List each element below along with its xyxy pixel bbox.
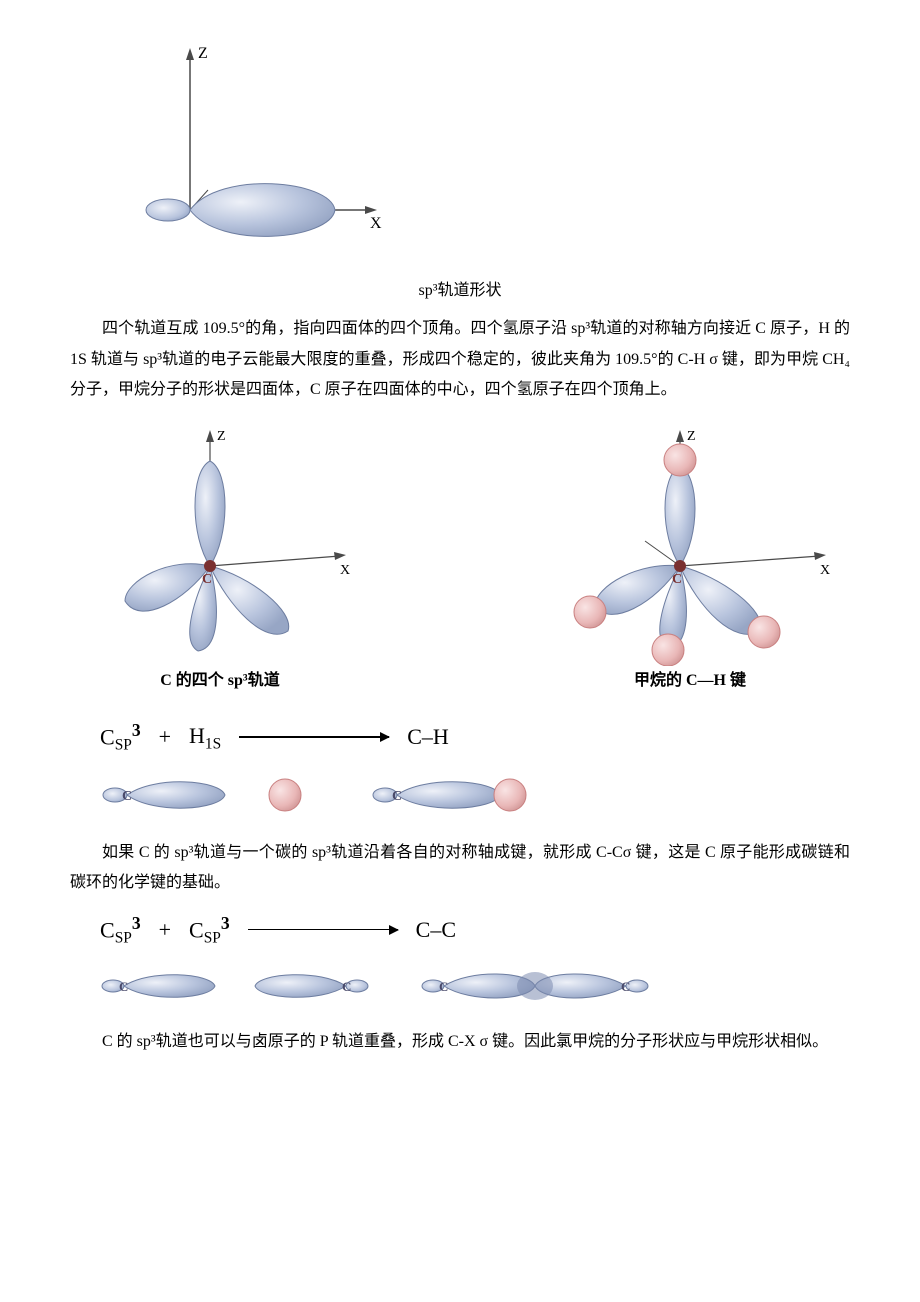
- eq1-lhs-a-sub: SP: [115, 737, 132, 754]
- axis-label-z-right: Z: [687, 429, 696, 444]
- eq2-lhs-a-sub: SP: [115, 929, 132, 946]
- eq2-orb-c1-icon: C: [100, 963, 220, 1009]
- eq2-rhs: C–C: [416, 909, 456, 951]
- eq2-orb-c2-icon: C: [250, 963, 370, 1009]
- eq1-rhs: C–H: [407, 716, 449, 758]
- eq2-orb-c2-label: C: [342, 979, 351, 994]
- eq1-arrow-icon: [239, 736, 389, 738]
- eq2-arrow-icon: [248, 929, 398, 931]
- axis-label-z: Z: [198, 45, 208, 62]
- atom-c-right: C: [672, 572, 682, 587]
- eq1-orb-c-icon: C: [100, 770, 230, 820]
- eq2-orbital-row: C C C C: [100, 963, 850, 1009]
- fig-sp3-single-svg: Z X: [70, 40, 390, 270]
- eq1-orb-h-icon: [260, 770, 310, 820]
- eq1-orbital-row: C C: [100, 770, 850, 820]
- eq2-lhs-b: C: [189, 917, 204, 942]
- fig-four-sp3-svg: Z X C: [70, 416, 370, 666]
- eq1-lhs-a: C: [100, 724, 115, 749]
- eq2-plus: +: [159, 909, 171, 951]
- equation-cc-line: CSP3 + CSP3 C–C: [100, 907, 850, 953]
- fig-four-sp3-caption: C 的四个 sp³轨道: [160, 666, 279, 696]
- equation-cc: CSP3 + CSP3 C–C C C C C: [100, 907, 850, 1009]
- fig-pair-row: Z X C C 的四个 sp³轨道 Z X: [70, 416, 850, 696]
- eq1-lhs-a-sup: 3: [132, 720, 141, 740]
- eq1-orb-ch-label: C: [392, 789, 402, 804]
- eq2-lhs-b-sub: SP: [204, 929, 221, 946]
- axis-label-x: X: [370, 215, 382, 232]
- fig-ch-bonds-caption: 甲烷的 C—H 键: [634, 666, 746, 696]
- eq2-orb-cc-label-r: C: [621, 979, 630, 994]
- axis-label-x-left: X: [340, 563, 350, 578]
- paragraph-3: C 的 sp³轨道也可以与卤原子的 P 轨道重叠，形成 C-X σ 键。因此氯甲…: [70, 1027, 850, 1057]
- eq1-lhs-b-sub: 1S: [205, 736, 221, 753]
- paragraph-2: 如果 C 的 sp³轨道与一个碳的 sp³轨道沿着各自的对称轴成键，就形成 C-…: [70, 838, 850, 899]
- fig-ch-bonds: Z X C 甲烷的 C—H 键: [530, 416, 850, 696]
- eq2-lhs-b-sup: 3: [221, 913, 230, 933]
- paragraph-1: 四个轨道互成 109.5°的角，指向四面体的四个顶角。四个氢原子沿 sp³轨道的…: [70, 314, 850, 405]
- fig-four-sp3: Z X C C 的四个 sp³轨道: [70, 416, 370, 696]
- eq1-orb-ch-icon: C: [370, 770, 540, 820]
- eq2-lhs-a: C: [100, 917, 115, 942]
- fig-ch-bonds-svg: Z X C: [530, 416, 850, 666]
- atom-c-left: C: [202, 572, 212, 587]
- equation-ch: CSP3 + H1S C–H C C: [100, 714, 850, 820]
- eq2-orb-c1-label: C: [119, 979, 128, 994]
- eq2-orb-cc-label-l: C: [439, 979, 448, 994]
- eq1-lhs-b: H: [189, 723, 205, 748]
- eq2-orb-cc-icon: C C: [420, 963, 650, 1009]
- eq1-plus: +: [159, 716, 171, 758]
- axis-label-z-left: Z: [217, 429, 226, 444]
- axis-label-x-right: X: [820, 563, 830, 578]
- eq1-orb-c-label: C: [122, 789, 132, 804]
- fig-sp3-single: Z X: [70, 40, 850, 270]
- eq2-lhs-a-sup: 3: [132, 913, 141, 933]
- equation-ch-line: CSP3 + H1S C–H: [100, 714, 850, 760]
- fig-sp3-single-caption: sp³轨道形状: [70, 276, 850, 306]
